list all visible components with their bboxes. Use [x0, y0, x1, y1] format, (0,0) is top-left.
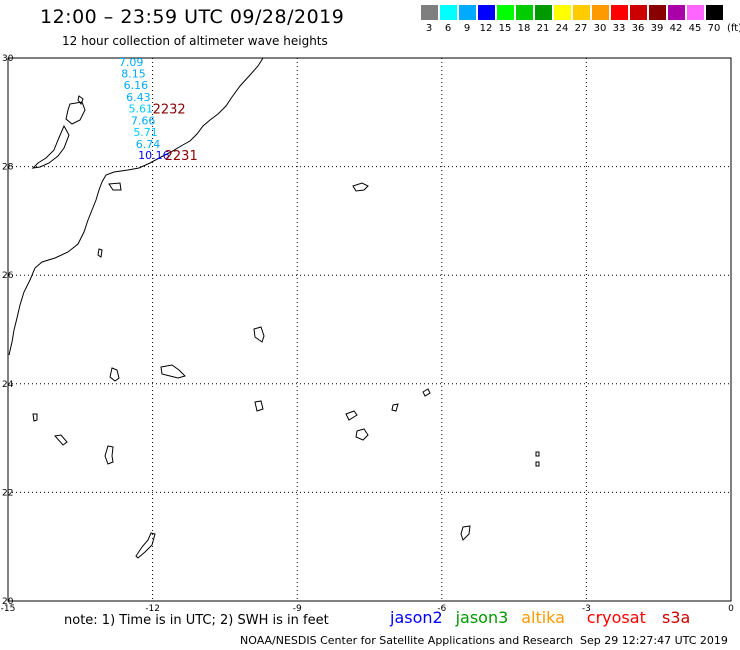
wave-height-value: 6.16: [124, 79, 148, 92]
island-b: [253, 326, 265, 343]
legend-swatch-33: [611, 5, 628, 20]
legend-label-42: 42: [669, 23, 683, 34]
island-d: [160, 364, 186, 379]
africa-coastline: [8, 57, 264, 356]
lon-tick-label: -15: [1, 604, 16, 614]
island-f: [32, 413, 38, 422]
island-p: [135, 532, 156, 559]
island-small-a: [97, 248, 103, 258]
satellite-label-jason3: jason3: [455, 608, 509, 627]
legend-swatch-39: [649, 5, 666, 20]
legend-swatch-70: [706, 5, 723, 20]
island-g: [54, 434, 68, 446]
satellite-label-jason2: jason2: [390, 608, 443, 627]
island-n: [535, 461, 540, 467]
wave-height-readings: 7.098.156.166.435.617.665.716.7410.16223…: [119, 56, 198, 164]
legend-swatch-12: [478, 5, 495, 20]
island-j: [391, 403, 399, 412]
legend-swatch-36: [630, 5, 647, 20]
island-k: [422, 388, 431, 397]
legend-label-33: 33: [612, 23, 626, 34]
wave-height-value: 8.15: [121, 68, 145, 81]
lon-tick-label: -12: [145, 604, 160, 614]
map-frame: [7, 57, 732, 602]
legend-label-3: 3: [425, 23, 433, 34]
legend-label-30: 30: [593, 23, 607, 34]
island-a: [352, 182, 369, 192]
credit-text: NOAA/NESDIS Center for Satellite Applica…: [240, 634, 574, 647]
lat-tick-label: 24: [2, 380, 14, 390]
legend-label-36: 36: [631, 23, 645, 34]
legend-label-21: 21: [536, 23, 550, 34]
legend-swatch-18: [516, 5, 533, 20]
axis-tick-labels: -15 -12 -9 -6 -3 0 30 28 26 24 22 20: [1, 54, 734, 614]
legend-label-12: 12: [479, 23, 493, 34]
lon-tick-label: -6: [437, 604, 446, 614]
legend-swatch-6: [440, 5, 457, 20]
island-canary-fuerteventura: [31, 124, 70, 169]
island-i: [345, 410, 358, 421]
lat-tick-label: 22: [2, 488, 13, 498]
legend-swatch-27: [573, 5, 590, 20]
legend-label-15: 15: [498, 23, 512, 34]
lat-tick-label: 26: [2, 271, 14, 281]
satellite-label-altika: altika: [521, 608, 565, 627]
legend-swatch-21: [535, 5, 552, 20]
satellite-label-cryosat: cryosat: [586, 608, 646, 627]
legend-swatch-3: [421, 5, 438, 20]
wave-height-value: 6.43: [126, 91, 151, 104]
wave-height-value: 7.66: [131, 114, 156, 127]
legend-label-45: 45: [688, 23, 702, 34]
lon-tick-label: 0: [728, 604, 734, 614]
island-h: [104, 445, 114, 465]
generated-timestamp: Sep 29 12:27:47 UTC 2019: [580, 634, 728, 647]
lat-tick-label: 30: [2, 54, 14, 64]
legend-label-39: 39: [650, 23, 664, 34]
lon-tick-label: -3: [582, 604, 591, 614]
legend-unit: (ft): [727, 23, 740, 34]
lat-tick-label: 28: [2, 163, 14, 173]
legend-swatch-42: [668, 5, 685, 20]
island-e: [254, 400, 264, 412]
satellite-label-s3a: s3a: [662, 608, 691, 627]
chart-subtitle: 12 hour collection of altimeter wave hei…: [62, 34, 328, 48]
lat-lon-grid: [8, 58, 731, 601]
legend-label-70: 70: [707, 23, 721, 34]
legend-label-18: 18: [517, 23, 531, 34]
island-l: [355, 428, 369, 441]
island-c: [109, 367, 120, 382]
legend-swatch-9: [459, 5, 476, 20]
pass-time-label: 2232: [153, 102, 186, 117]
wave-height-value: 5.71: [133, 126, 158, 139]
island-canary-lanzarote: [65, 101, 86, 125]
wave-height-value: 5.61: [129, 102, 154, 115]
legend-swatch-45: [687, 5, 704, 20]
legend-label-9: 9: [463, 23, 471, 34]
pass-time-label: 2231: [165, 149, 198, 164]
legend-label-24: 24: [555, 23, 569, 34]
legend-label-27: 27: [574, 23, 588, 34]
coastlines: [8, 57, 540, 559]
lon-tick-label: -9: [293, 604, 302, 614]
chart-title: 12:00 – 23:59 UTC 09/28/2019: [40, 6, 345, 28]
island-m: [535, 451, 540, 457]
legend-swatch-30: [592, 5, 609, 20]
footer-note: note: 1) Time is in UTC; 2) SWH is in fe…: [64, 613, 329, 628]
legend-label-6: 6: [444, 23, 452, 34]
wave-height-value: 10.16: [138, 149, 170, 162]
wave-height-value: 6.74: [136, 138, 161, 151]
island-coast-islet: [108, 182, 122, 191]
island-o: [460, 525, 471, 541]
island-canary-north: [77, 95, 84, 106]
legend-swatch-15: [497, 5, 514, 20]
lat-tick-label: 20: [2, 597, 14, 607]
legend-swatch-24: [554, 5, 571, 20]
wave-height-value: 7.09: [119, 56, 144, 69]
